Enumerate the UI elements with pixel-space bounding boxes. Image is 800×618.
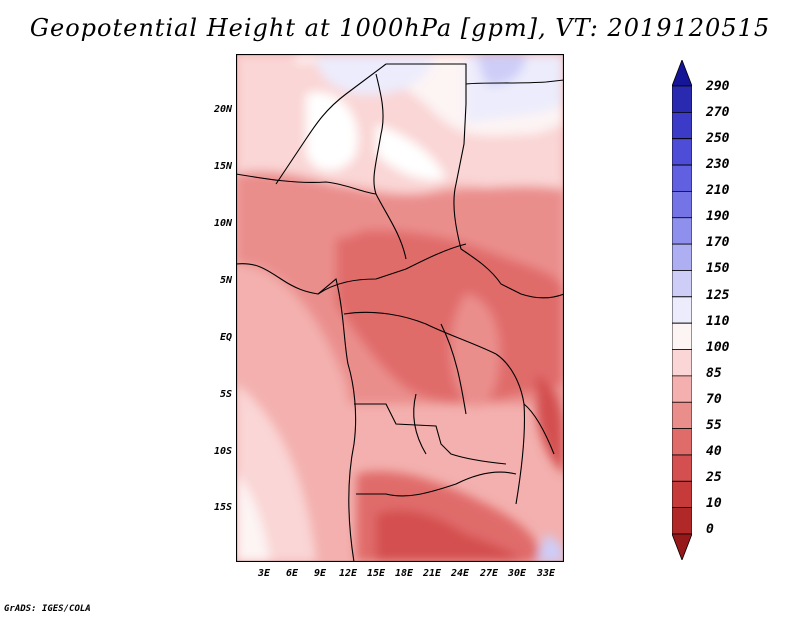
colorbar-segment <box>672 60 692 87</box>
colorbar-segment <box>672 217 692 245</box>
grads-credit: GrADS: IGES/COLA <box>4 604 91 614</box>
colorbar-segment <box>672 164 692 192</box>
lon-label-3e: 3E <box>257 568 271 579</box>
lat-label-10n: 10N <box>213 218 232 229</box>
colorbar-label-0: 0 <box>706 522 714 537</box>
colorbar-label-250: 250 <box>706 131 730 146</box>
colorbar-segment <box>672 428 692 456</box>
colorbar-segment <box>672 533 692 560</box>
colorbar-label-40: 40 <box>706 444 722 459</box>
colorbar-segment <box>672 243 692 271</box>
colorbar-segment <box>672 375 692 403</box>
country-borders <box>236 63 564 562</box>
colorbar-segment <box>672 507 692 535</box>
lon-label-27e: 27E <box>479 568 499 579</box>
colorbar-label-210: 210 <box>706 183 730 198</box>
colorbar-label-270: 270 <box>706 105 730 120</box>
lat-label-20n: 20N <box>213 104 232 115</box>
colorbar-segment <box>672 349 692 377</box>
colorbar-label-100: 100 <box>706 340 730 355</box>
lon-label-18e: 18E <box>394 568 414 579</box>
colorbar-label-125: 125 <box>706 288 730 303</box>
lat-label-15n: 15N <box>213 161 232 172</box>
colorbar-segment <box>672 85 692 113</box>
colorbar-segment <box>672 111 692 140</box>
colorbar-label-25: 25 <box>706 470 722 485</box>
colorbar-segment <box>672 454 692 482</box>
map-canvas <box>236 54 564 562</box>
colorbar-label-190: 190 <box>706 209 730 224</box>
lon-label-33e: 33E <box>536 568 556 579</box>
colorbar-label-85: 85 <box>706 366 722 381</box>
lon-label-24e: 24E <box>450 568 470 579</box>
colorbar-label-70: 70 <box>706 392 722 407</box>
lon-label-21e: 21E <box>422 568 442 579</box>
map-title: Geopotential Height at 1000hPa [gpm], VT… <box>29 14 771 42</box>
lat-label-eq: EQ <box>219 332 232 343</box>
colorbar-label-55: 55 <box>706 418 722 433</box>
colorbar-label-290: 290 <box>706 79 730 94</box>
colorbar-label-230: 230 <box>706 157 730 172</box>
map-panel <box>236 54 564 562</box>
lat-label-5n: 5N <box>219 275 232 286</box>
lon-label-30e: 30E <box>507 568 527 579</box>
colorbar-segment <box>672 480 692 509</box>
colorbar-segment <box>672 296 692 324</box>
colorbar-label-10: 10 <box>706 496 722 511</box>
colorbar-label-170: 170 <box>706 235 730 250</box>
colorbar-label-110: 110 <box>706 314 730 329</box>
colorbar-segment <box>672 401 692 429</box>
colorbar-segment <box>672 322 692 350</box>
colorbar-segment <box>672 138 692 166</box>
colorbar-segment <box>672 191 692 219</box>
lat-label-15s: 15S <box>213 502 232 513</box>
lat-label-5s: 5S <box>219 389 232 400</box>
lon-label-9e: 9E <box>313 568 327 579</box>
lon-label-12e: 12E <box>338 568 358 579</box>
colorbar-segment <box>672 270 692 298</box>
lon-label-6e: 6E <box>285 568 299 579</box>
colorbar <box>672 60 692 560</box>
map-frame <box>236 54 564 562</box>
colorbar-label-150: 150 <box>706 261 730 276</box>
lat-label-10s: 10S <box>213 446 232 457</box>
height-field <box>236 54 564 562</box>
lon-label-15e: 15E <box>366 568 386 579</box>
